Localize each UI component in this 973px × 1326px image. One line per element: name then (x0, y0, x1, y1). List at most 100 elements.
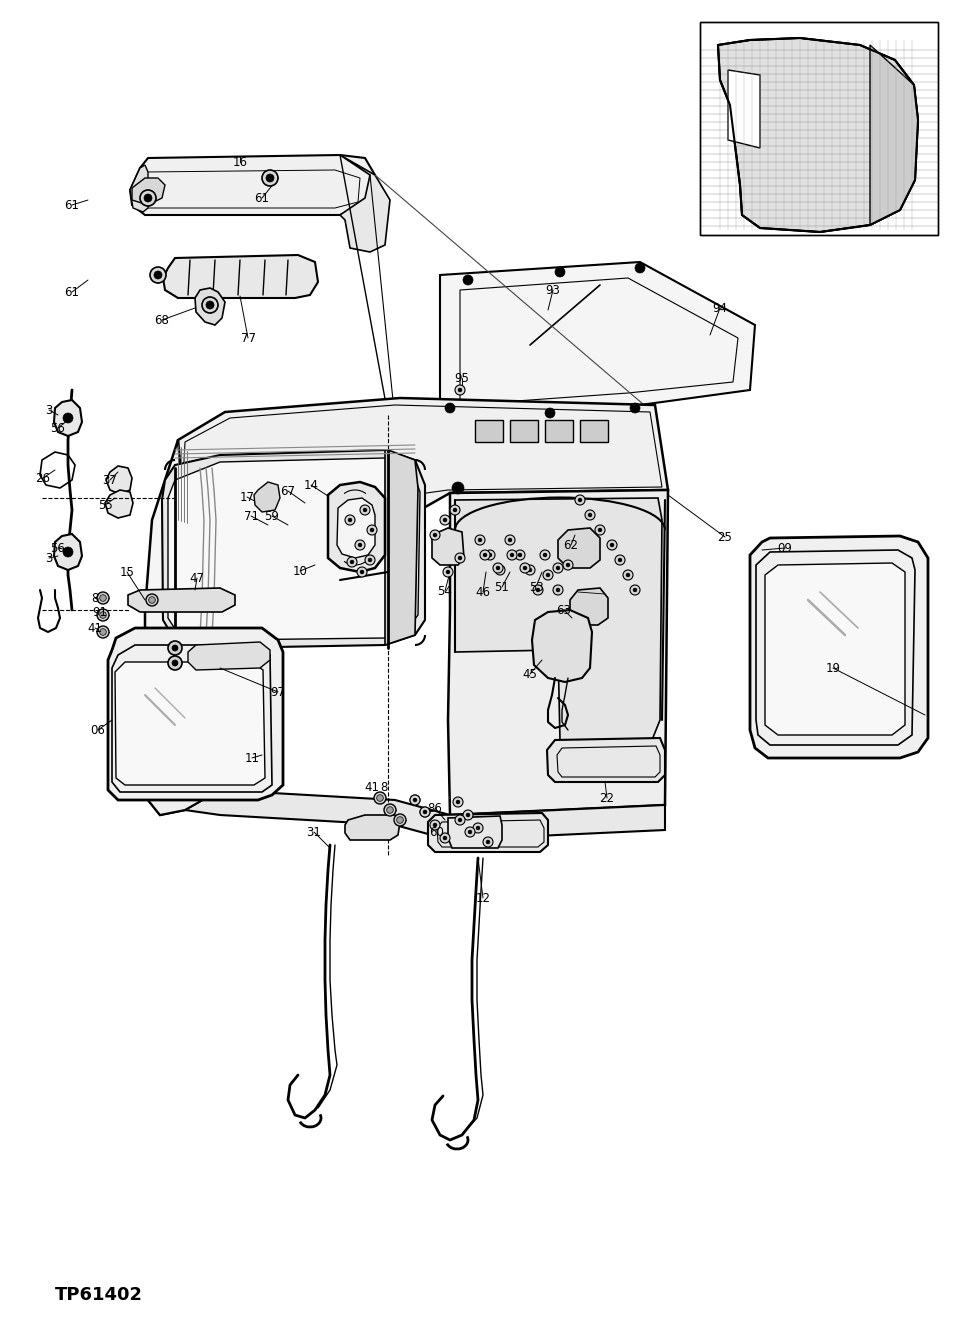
Circle shape (540, 550, 550, 560)
Text: 26: 26 (35, 472, 51, 484)
Text: 94: 94 (712, 301, 728, 314)
Text: 17: 17 (239, 491, 255, 504)
Circle shape (266, 174, 274, 182)
Text: 06: 06 (90, 724, 105, 736)
Circle shape (384, 804, 396, 815)
Polygon shape (130, 155, 375, 215)
Circle shape (172, 644, 178, 651)
Circle shape (168, 656, 182, 670)
Circle shape (518, 553, 522, 557)
Circle shape (358, 544, 362, 548)
Circle shape (450, 505, 460, 514)
Circle shape (368, 558, 372, 562)
Circle shape (626, 573, 630, 577)
Circle shape (144, 194, 152, 202)
Polygon shape (545, 420, 573, 442)
Circle shape (623, 570, 633, 579)
Circle shape (443, 568, 453, 577)
Circle shape (525, 565, 535, 575)
Text: 19: 19 (825, 662, 841, 675)
Circle shape (610, 544, 614, 548)
Circle shape (168, 640, 182, 655)
Polygon shape (455, 499, 662, 768)
Polygon shape (428, 813, 548, 853)
Circle shape (262, 170, 278, 186)
Circle shape (615, 556, 625, 565)
Text: 97: 97 (270, 686, 285, 699)
Polygon shape (448, 815, 502, 849)
Circle shape (515, 550, 525, 560)
Polygon shape (337, 499, 375, 558)
Circle shape (355, 540, 365, 550)
Polygon shape (547, 739, 665, 782)
Circle shape (420, 808, 430, 817)
Polygon shape (750, 536, 928, 758)
Polygon shape (345, 815, 400, 839)
Polygon shape (132, 178, 165, 206)
Text: 61: 61 (255, 191, 270, 204)
Text: 93: 93 (546, 284, 560, 297)
Circle shape (443, 835, 447, 839)
Text: 45: 45 (523, 667, 537, 680)
Circle shape (172, 660, 178, 666)
Text: 11: 11 (244, 752, 260, 765)
Circle shape (566, 564, 570, 568)
Circle shape (607, 540, 617, 550)
Text: 31: 31 (306, 826, 321, 838)
Circle shape (458, 818, 462, 822)
Circle shape (475, 534, 485, 545)
Polygon shape (718, 38, 918, 232)
Circle shape (455, 815, 465, 825)
Circle shape (563, 560, 573, 570)
Circle shape (206, 301, 214, 309)
Circle shape (463, 810, 473, 819)
Text: 47: 47 (190, 572, 204, 585)
Circle shape (478, 538, 482, 542)
Circle shape (360, 570, 364, 574)
Circle shape (480, 550, 490, 560)
Polygon shape (142, 638, 230, 668)
Circle shape (493, 564, 503, 573)
Polygon shape (475, 420, 503, 442)
Circle shape (455, 553, 465, 564)
Circle shape (463, 274, 473, 285)
Circle shape (510, 553, 514, 557)
Circle shape (386, 806, 393, 813)
Polygon shape (448, 491, 668, 815)
Text: 61: 61 (64, 285, 80, 298)
Text: 16: 16 (233, 155, 247, 168)
Circle shape (458, 389, 462, 392)
Circle shape (413, 798, 417, 802)
Circle shape (410, 796, 420, 805)
Text: 59: 59 (265, 509, 279, 522)
Text: 56: 56 (51, 422, 65, 435)
Circle shape (498, 568, 502, 572)
Text: 25: 25 (717, 530, 733, 544)
Circle shape (520, 564, 530, 573)
Circle shape (453, 508, 457, 512)
Text: 15: 15 (120, 565, 134, 578)
Circle shape (423, 810, 427, 814)
Circle shape (523, 566, 527, 570)
Circle shape (453, 797, 463, 808)
Circle shape (99, 611, 106, 618)
Polygon shape (128, 587, 235, 613)
Text: 56: 56 (51, 541, 65, 554)
Circle shape (433, 823, 437, 827)
Text: 3: 3 (46, 403, 53, 416)
Text: 91: 91 (92, 606, 107, 618)
Text: 14: 14 (304, 479, 318, 492)
Circle shape (345, 514, 355, 525)
Circle shape (397, 817, 403, 823)
Polygon shape (54, 400, 82, 436)
Text: 53: 53 (528, 581, 543, 594)
Polygon shape (188, 642, 270, 670)
Text: 41: 41 (88, 622, 102, 635)
Polygon shape (570, 587, 608, 625)
Circle shape (423, 810, 427, 814)
Circle shape (420, 808, 430, 817)
Circle shape (505, 534, 515, 545)
Text: 62: 62 (563, 538, 579, 552)
Circle shape (394, 814, 406, 826)
Polygon shape (115, 662, 265, 785)
